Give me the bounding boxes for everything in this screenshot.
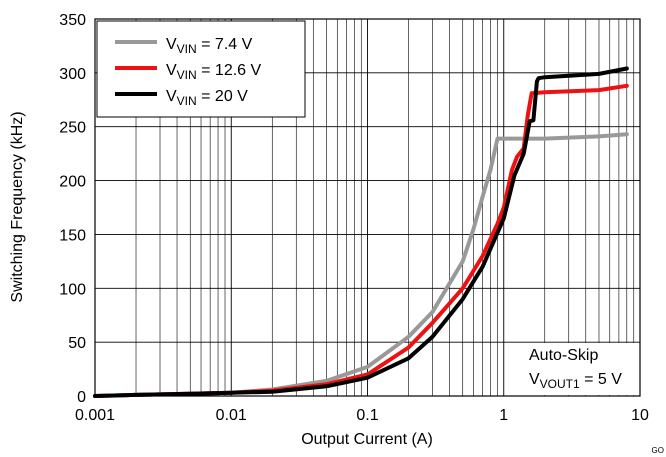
x-tick-label: 1 xyxy=(499,407,508,424)
y-tick-labels: 0 50 100 150 200 250 300 350 xyxy=(59,12,86,406)
y-tick-label: 50 xyxy=(68,335,86,352)
y-tick-label: 250 xyxy=(59,120,86,137)
annotation-line-2: VVOUT1 = 5 V xyxy=(529,371,622,391)
x-tick-label: 0.001 xyxy=(75,407,115,424)
x-axis-label: Output Current (A) xyxy=(301,431,433,448)
y-tick-label: 0 xyxy=(77,389,86,406)
legend-entry: VVIN = 12.6 V xyxy=(115,62,262,82)
legend-label-series-1: VVIN = 7.4 V xyxy=(166,36,253,56)
series-line-3 xyxy=(93,66,629,398)
y-tick-label: 100 xyxy=(59,281,86,298)
legend: VVIN = 7.4 V VVIN = 12.6 V VVIN = 20 V xyxy=(96,20,306,118)
x-tick-labels: 0.001 0.01 0.1 1 10 xyxy=(75,407,649,424)
x-tick-label: 0.1 xyxy=(356,407,378,424)
annotation-box xyxy=(525,343,638,395)
y-tick-label: 200 xyxy=(59,174,86,191)
annotation: Auto-Skip VVOUT1 = 5 V xyxy=(525,343,638,395)
y-tick-label: 150 xyxy=(59,227,86,244)
legend-label-series-3: VVIN = 20 V xyxy=(166,88,248,108)
legend-label-series-2: VVIN = 12.6 V xyxy=(166,62,262,82)
y-tick-label: 300 xyxy=(59,66,86,83)
legend-entry: VVIN = 7.4 V xyxy=(115,36,253,56)
plot-frame xyxy=(94,18,641,397)
annotation-line-1: Auto-Skip xyxy=(529,347,598,364)
x-tick-label: 10 xyxy=(631,407,649,424)
y-axis-label: Switching Frequency (kHz) xyxy=(9,111,26,302)
x-tick-label: 0.01 xyxy=(216,407,247,424)
series-lines xyxy=(93,66,629,398)
y-tick-label: 350 xyxy=(59,12,86,29)
legend-entry: VVIN = 20 V xyxy=(115,88,248,108)
figure-code: GO xyxy=(652,446,664,455)
